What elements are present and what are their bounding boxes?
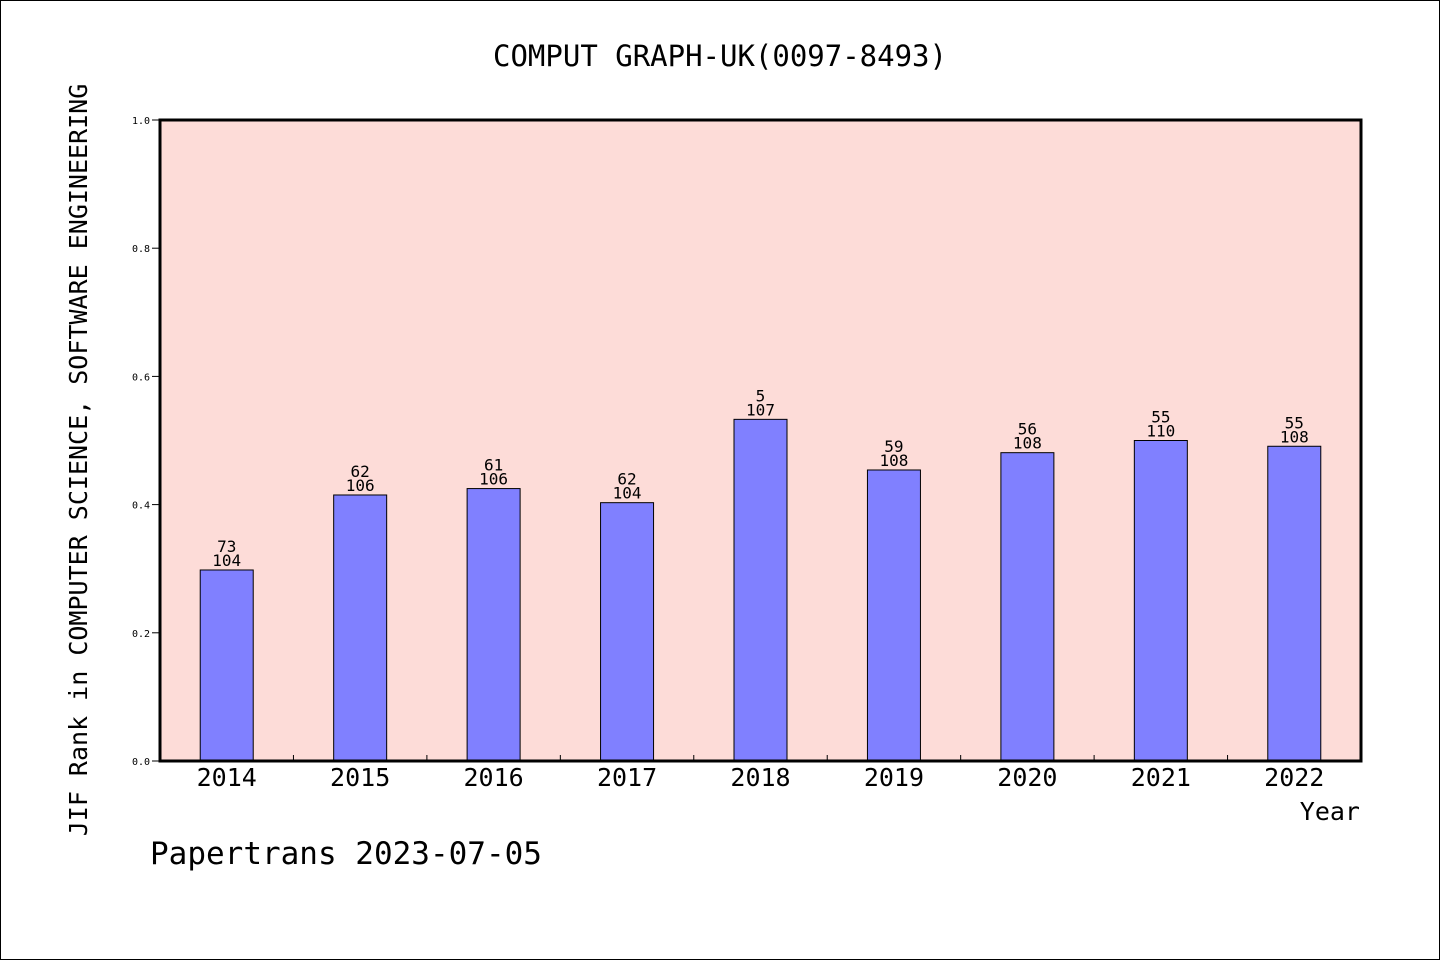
bar-label-rank: 55 (1285, 413, 1304, 432)
chart-title: COMPUT GRAPH-UK(0097-8493) (493, 39, 947, 73)
x-tick-label: 2016 (464, 763, 524, 792)
bar-label-total: 106 (479, 470, 508, 489)
y-axis: 0.0 0.2 0.4 0.6 0.8 1.0 (132, 116, 160, 768)
footer-credit: Papertrans 2023-07-05 (150, 836, 542, 872)
bar-2016 (466, 488, 521, 762)
x-tick-label: 2017 (597, 763, 657, 792)
x-tick-label: 2022 (1264, 763, 1324, 792)
bar-label-rank: 62 (351, 462, 370, 481)
bar-label-total: 107 (746, 400, 775, 419)
bar-2014 (199, 569, 254, 762)
bar-label-total: 108 (1280, 427, 1309, 446)
bar-label-total: 108 (1013, 434, 1042, 453)
x-tick-label: 2015 (330, 763, 390, 792)
bar-2017 (600, 502, 655, 762)
bar-label-rank: 73 (217, 537, 236, 556)
plot-border (158, 118, 1363, 763)
y-tick-label: 1.0 (132, 116, 150, 127)
y-tick-label: 0.4 (132, 501, 150, 512)
x-tick-label: 2018 (730, 763, 790, 792)
bar-label-total: 108 (879, 451, 908, 470)
y-tick-label: 0.0 (132, 757, 150, 768)
bar-2020 (1000, 452, 1055, 762)
bar-series (199, 418, 1322, 762)
x-axis: 2014 2015 2016 2017 2018 2019 2020 2021 2022 (197, 755, 1324, 792)
x-axis-label: Year (1300, 797, 1360, 826)
bar-2021 (1133, 440, 1188, 762)
x-tick-label: 2019 (864, 763, 924, 792)
bar-label-rank: 59 (884, 437, 903, 456)
x-tick-label: 2014 (197, 763, 257, 792)
bar-label-rank: 55 (1151, 408, 1170, 427)
bar-label-total: 104 (212, 551, 241, 570)
x-tick-label: 2020 (997, 763, 1057, 792)
bar-label-total: 110 (1146, 422, 1175, 441)
y-tick-label: 0.2 (132, 629, 150, 640)
bar-label-rank: 5 (756, 386, 766, 405)
bar-label-rank: 61 (484, 456, 503, 475)
bar-2018 (733, 418, 788, 762)
y-axis-label: JIF Rank in COMPUTER SCIENCE, SOFTWARE E… (64, 84, 93, 837)
bar-2019 (866, 469, 921, 762)
bar-label-total: 104 (613, 484, 642, 503)
bar-2015 (333, 494, 388, 762)
bar-label-rank: 56 (1018, 420, 1037, 439)
bar-label-total: 106 (346, 476, 375, 495)
y-tick-label: 0.8 (132, 244, 150, 255)
bar-2022 (1267, 445, 1322, 762)
bar-label-rank: 62 (617, 470, 636, 489)
y-tick-label: 0.6 (132, 372, 150, 383)
x-tick-label: 2021 (1131, 763, 1191, 792)
